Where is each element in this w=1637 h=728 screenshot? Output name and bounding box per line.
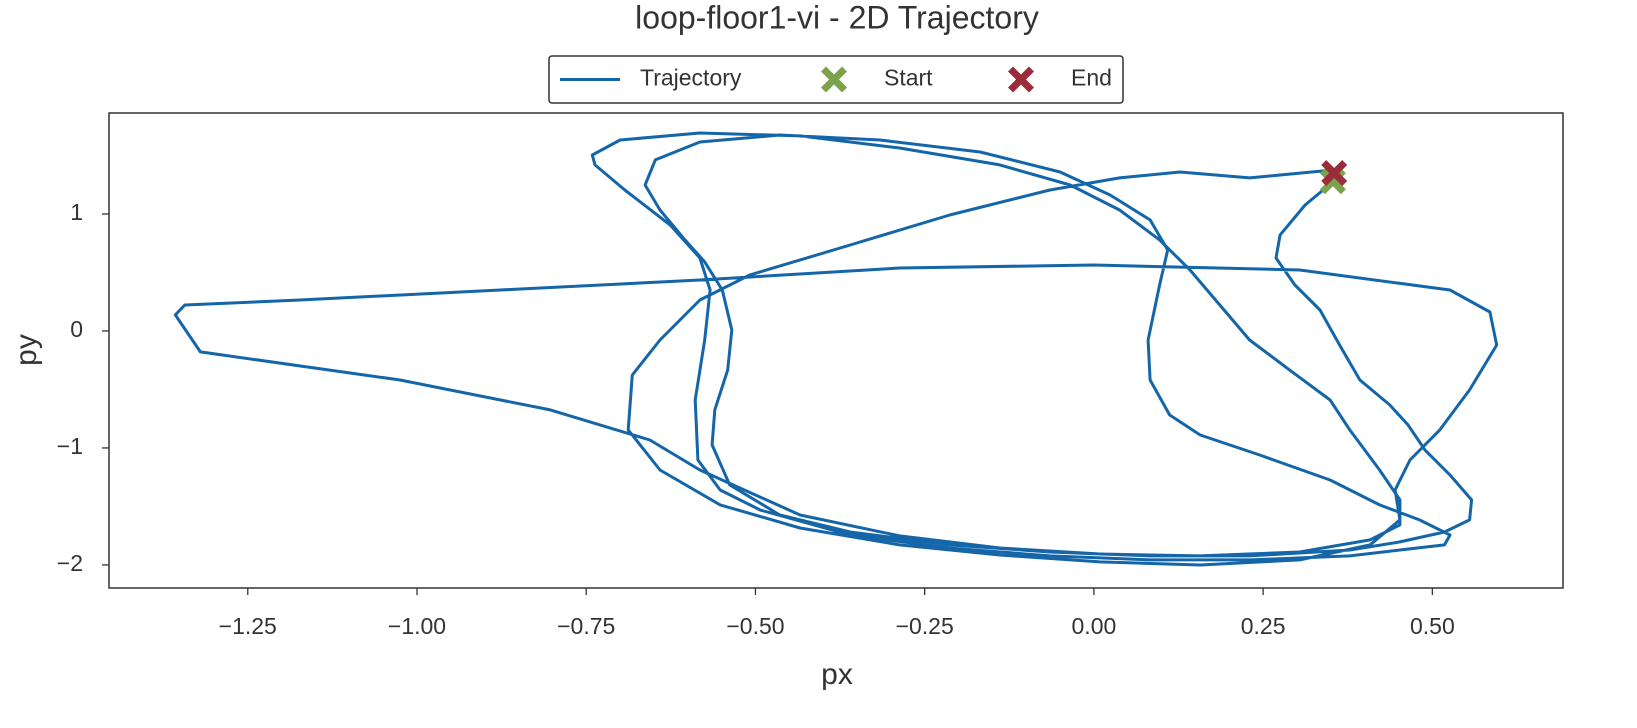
x-tick-label: 0.50 (1410, 613, 1455, 639)
x-tick-label: −0.25 (896, 613, 954, 639)
chart-title: loop-floor1-vi - 2D Trajectory (635, 0, 1039, 35)
y-tick-label: −1 (57, 433, 83, 459)
plot-frame (108, 112, 1564, 589)
x-tick-label: 0.00 (1072, 613, 1117, 639)
legend-swatch (1008, 66, 1034, 93)
x-tick-label: −1.00 (388, 613, 446, 639)
legend-label: End (1071, 65, 1112, 91)
x-tick-label: −0.75 (557, 613, 615, 639)
trajectory-line (173, 131, 1499, 567)
x-tick-label: 0.25 (1241, 613, 1286, 639)
y-tick-label: 1 (70, 199, 83, 225)
legend-label: Trajectory (640, 65, 742, 91)
legend: Trajectory Start End (548, 55, 1124, 104)
marker (1321, 160, 1348, 186)
y-tick-label: 0 (70, 316, 83, 342)
legend-swatch (821, 66, 847, 93)
x-axis-label: px (821, 658, 853, 691)
legend-label: Start (884, 65, 933, 91)
x-tick-label: −0.50 (726, 613, 784, 639)
y-tick-label: −2 (57, 550, 83, 576)
x-tick-label: −1.25 (219, 613, 277, 639)
y-axis-label: py (10, 334, 43, 366)
